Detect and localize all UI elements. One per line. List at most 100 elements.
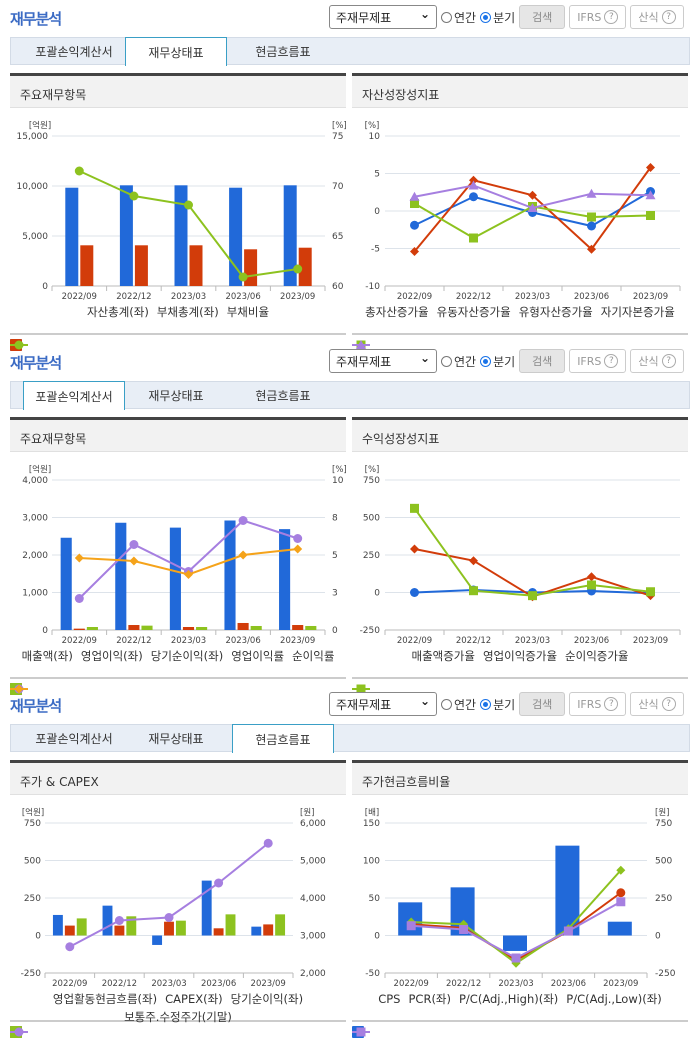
search-button[interactable]: 검색: [519, 692, 566, 716]
annual-radio[interactable]: 연간: [441, 353, 476, 370]
bar[interactable]: [102, 905, 113, 936]
legend-item[interactable]: 당기순이익(좌): [10, 648, 223, 695]
help-icon[interactable]: ?: [604, 354, 619, 368]
bar[interactable]: [292, 625, 304, 630]
bar[interactable]: [213, 928, 224, 936]
ifrs-button[interactable]: IFRS?: [569, 349, 627, 373]
legend-item[interactable]: 자기자본증가율: [352, 304, 675, 349]
quarter-radio[interactable]: 분기: [480, 9, 515, 26]
data-point[interactable]: [468, 180, 479, 190]
data-point[interactable]: [616, 897, 626, 907]
data-point[interactable]: [511, 953, 521, 963]
formula-button[interactable]: 산식?: [630, 692, 684, 716]
bar[interactable]: [174, 185, 188, 286]
statement-select[interactable]: 주재무제표 ⌄: [329, 5, 437, 29]
bar[interactable]: [250, 625, 262, 630]
bar[interactable]: [60, 537, 72, 630]
legend-item[interactable]: 영업이익(좌): [10, 648, 143, 695]
data-point[interactable]: [184, 200, 193, 210]
bar[interactable]: [298, 247, 312, 286]
bar[interactable]: [305, 625, 317, 630]
legend-item[interactable]: 영업이익률: [10, 648, 284, 694]
data-point[interactable]: [293, 544, 303, 554]
legend-point[interactable]: [14, 684, 24, 694]
data-point[interactable]: [469, 233, 478, 243]
data-point[interactable]: [65, 942, 75, 952]
data-point[interactable]: [410, 247, 419, 256]
bar[interactable]: [229, 187, 243, 286]
bar[interactable]: [164, 921, 174, 936]
search-button[interactable]: 검색: [519, 349, 566, 373]
annual-radio[interactable]: 연간: [441, 9, 476, 26]
tab-balance-sheet[interactable]: 재무상태표: [148, 389, 204, 403]
data-point[interactable]: [616, 888, 626, 898]
data-point[interactable]: [74, 553, 84, 563]
data-point[interactable]: [263, 838, 273, 848]
bar[interactable]: [189, 245, 203, 286]
data-point[interactable]: [563, 926, 573, 936]
formula-button[interactable]: 산식?: [630, 349, 684, 373]
data-point[interactable]: [469, 192, 478, 202]
legend-item[interactable]: 부채비율: [10, 304, 269, 350]
bar[interactable]: [503, 935, 527, 951]
bar[interactable]: [64, 925, 75, 936]
bar[interactable]: [115, 522, 127, 630]
bar[interactable]: [134, 245, 148, 286]
data-point[interactable]: [293, 264, 303, 274]
radio-dot[interactable]: [441, 11, 452, 23]
legend-item[interactable]: 영업이익증가율: [352, 648, 557, 694]
radio-dot[interactable]: [480, 355, 492, 367]
annual-radio[interactable]: 연간: [441, 696, 476, 713]
bar[interactable]: [119, 185, 133, 286]
bar[interactable]: [128, 625, 140, 630]
data-point[interactable]: [528, 591, 537, 601]
ifrs-button[interactable]: IFRS?: [569, 5, 627, 29]
legend-item[interactable]: 유동자산증가율: [352, 304, 511, 350]
bar[interactable]: [196, 627, 208, 630]
tab-balance-sheet[interactable]: 재무상태표: [148, 732, 204, 746]
bar[interactable]: [114, 925, 125, 936]
data-point[interactable]: [587, 244, 596, 254]
data-point[interactable]: [293, 534, 303, 543]
bar[interactable]: [73, 628, 85, 630]
data-point[interactable]: [410, 503, 419, 513]
tab-income-statement[interactable]: 포괄손익계산서: [23, 381, 125, 410]
search-button[interactable]: 검색: [519, 5, 566, 29]
legend-item[interactable]: P/C(Adj.,Low)(좌): [352, 991, 662, 1037]
bar[interactable]: [65, 187, 79, 286]
data-point[interactable]: [238, 550, 248, 560]
data-point[interactable]: [646, 163, 655, 172]
data-point[interactable]: [469, 175, 478, 185]
bar[interactable]: [555, 845, 580, 936]
bar[interactable]: [237, 622, 249, 630]
legend-point[interactable]: [14, 1027, 24, 1037]
help-icon[interactable]: ?: [661, 354, 676, 368]
tab-cash-flow[interactable]: 현금흐름표: [255, 45, 311, 59]
bar[interactable]: [244, 249, 258, 286]
help-icon[interactable]: ?: [604, 697, 619, 711]
bar[interactable]: [126, 916, 137, 936]
data-point[interactable]: [528, 190, 537, 200]
bar[interactable]: [80, 245, 94, 286]
legend-item[interactable]: 부채총계(좌): [10, 304, 219, 351]
data-point[interactable]: [410, 544, 419, 554]
data-point[interactable]: [410, 199, 419, 208]
tab-cash-flow[interactable]: 현금흐름표: [232, 724, 334, 753]
data-point[interactable]: [409, 191, 420, 201]
data-point[interactable]: [459, 925, 469, 934]
data-point[interactable]: [164, 913, 174, 922]
bar[interactable]: [76, 918, 87, 936]
bar[interactable]: [225, 914, 236, 936]
data-point[interactable]: [646, 211, 655, 220]
bar[interactable]: [283, 185, 297, 286]
bar[interactable]: [169, 527, 181, 630]
radio-dot[interactable]: [480, 698, 492, 710]
radio-dot[interactable]: [480, 11, 492, 23]
bar[interactable]: [52, 914, 63, 936]
data-point[interactable]: [184, 570, 193, 579]
help-icon[interactable]: ?: [661, 697, 676, 711]
bar[interactable]: [279, 529, 291, 630]
legend-item[interactable]: P/C(Adj.,High)(좌): [352, 991, 558, 1037]
data-point[interactable]: [129, 191, 139, 201]
legend-point[interactable]: [356, 684, 366, 694]
